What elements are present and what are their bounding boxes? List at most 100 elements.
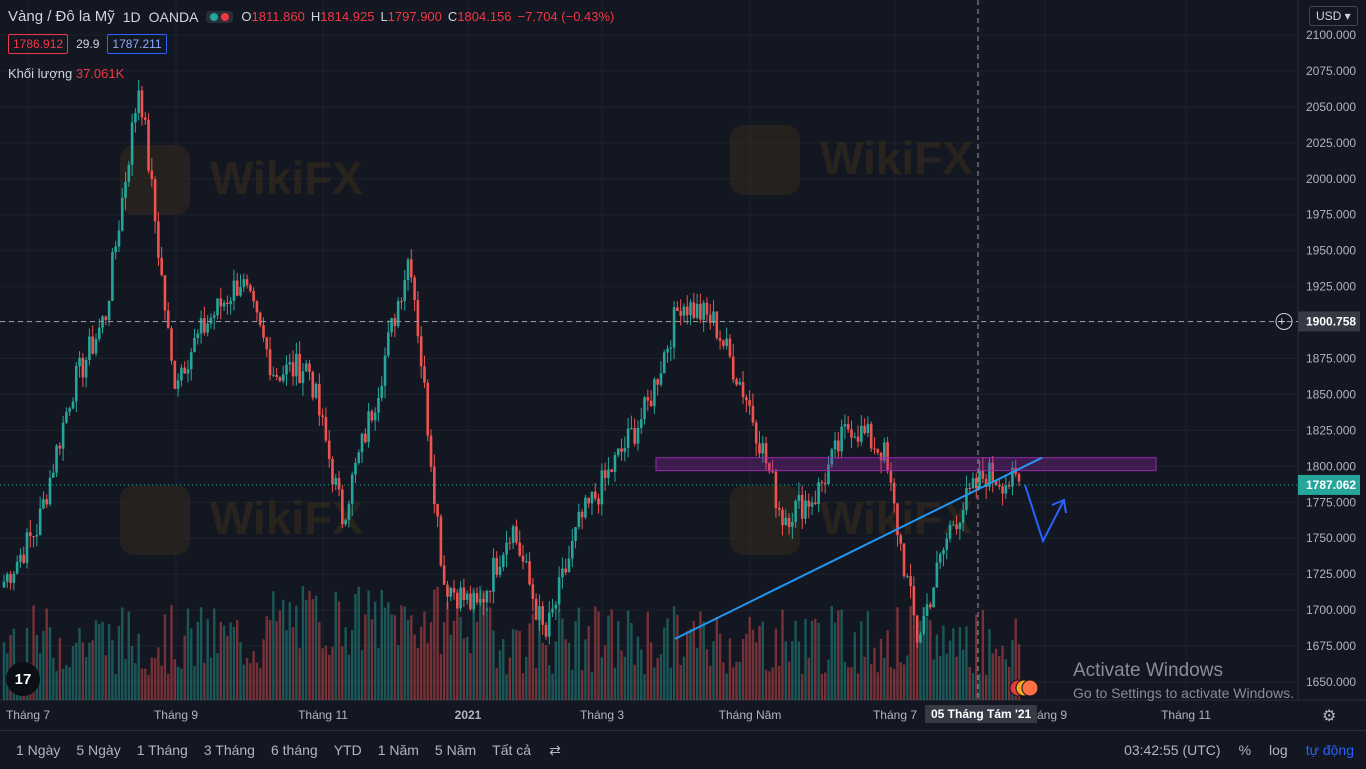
volume-bar [518,631,521,700]
last-price-box [1298,474,1360,495]
candle-body [570,540,574,559]
market-status-indicator[interactable] [206,10,234,23]
symbol-name[interactable]: Vàng / Đô la Mỹ [8,8,115,25]
candle-body [81,357,85,378]
volume-bar [640,649,643,700]
range-button[interactable]: 1 Ngày [16,742,61,758]
tradingview-logo[interactable]: 17 [6,662,40,696]
candle-body [820,482,824,484]
volume-bar [600,657,604,700]
candle-body [610,469,613,473]
range-button[interactable]: Tất cả [492,742,532,758]
candle-body [531,584,535,599]
volume-bar [380,589,383,700]
volume-bar [2,642,6,700]
volume-bar [876,672,879,700]
volume-bar [439,653,443,700]
candle-body [462,587,466,600]
volume-bar [613,667,617,700]
volume-bar [994,648,998,700]
volume-bar [134,663,137,700]
candle-body [114,246,117,253]
range-button[interactable]: 1 Tháng [136,742,188,758]
volume-bar [459,616,462,700]
range-button[interactable]: 3 Tháng [203,742,255,758]
y-tick-label: 1775.000 [1306,495,1356,509]
clock-display[interactable]: 03:42:55 (UTC) [1124,742,1221,758]
candle-body [242,279,246,288]
y-tick-label: 1650.000 [1306,675,1356,689]
volume-bar [1017,644,1021,700]
volume-bar [147,674,150,700]
candle-body [873,448,876,450]
candle-body [344,519,347,525]
volume-bar [761,621,764,700]
volume-bar [400,605,403,700]
volume-bar [840,609,843,700]
crosshair-price-label: 1900.758 [1306,314,1356,328]
range-button[interactable]: 6 tháng [270,742,318,758]
candle-body [235,280,239,296]
volume-bar [114,673,117,700]
candle-body [738,382,742,385]
volume-bar [288,602,291,700]
candle-body [410,259,413,278]
range-button[interactable]: 5 Năm [434,742,477,758]
candle-body [393,317,397,327]
candle-body [416,300,420,337]
price-chart[interactable]: 2100.000 2075.000 2050.000 2025.000 2000.000… [0,0,1366,730]
x-tick-label: Tháng 3 [580,708,624,722]
volume-bar [515,629,518,700]
candle-body [97,327,101,339]
candle-body [400,301,403,303]
volume-bar [922,607,925,700]
date-range-icon[interactable]: ⇄ [549,741,561,758]
candle-body [715,311,719,339]
log-toggle[interactable]: log [1269,742,1288,758]
range-button[interactable]: 5 Ngày [76,742,121,758]
range-button[interactable]: 1 Năm [377,742,419,758]
volume-bar [71,646,75,700]
volume-bar [426,642,429,700]
candle-body [961,510,965,523]
sell-price-button[interactable]: 1786.912 [8,34,69,54]
volume-bar [945,653,948,700]
volume-bar [814,618,817,700]
candle-body [1004,485,1008,494]
volume-bar [203,662,206,700]
candle-body [396,301,400,327]
volume-bar [318,622,321,700]
candle-body [272,374,275,376]
auto-scale-toggle[interactable]: tự động [1305,742,1354,758]
currency-selector[interactable]: USD ▾ [1309,6,1358,26]
volume-bar [314,595,318,700]
candle-body [981,470,985,479]
volume-bar [827,659,830,700]
candle-body [65,411,68,423]
candle-body [25,532,29,563]
volume-bar [61,668,65,700]
candle-body [840,426,843,452]
candle-body [712,311,715,324]
buy-price-button[interactable]: 1787.211 [107,34,167,54]
candle-body [140,90,144,118]
candle-body [295,353,298,377]
candle-body [544,624,548,637]
candle-body [567,558,571,573]
volume-bar [643,674,646,700]
interval-label[interactable]: 1D [122,8,141,25]
percent-toggle[interactable]: % [1238,742,1252,758]
settings-gear-icon[interactable]: ⚙ [1322,708,1337,725]
volume-bar [860,621,863,700]
candle-body [91,336,94,354]
broker-label: OANDA [148,8,199,25]
volume-bar [357,586,360,700]
volume-bar [498,650,502,700]
y-tick-label: 2050.000 [1306,100,1356,114]
candle-body [331,459,334,485]
volume-bar [373,601,377,700]
candle-body [22,554,26,563]
range-button[interactable]: YTD [333,742,362,758]
volume-bar [48,627,52,700]
candle-body [469,593,472,610]
